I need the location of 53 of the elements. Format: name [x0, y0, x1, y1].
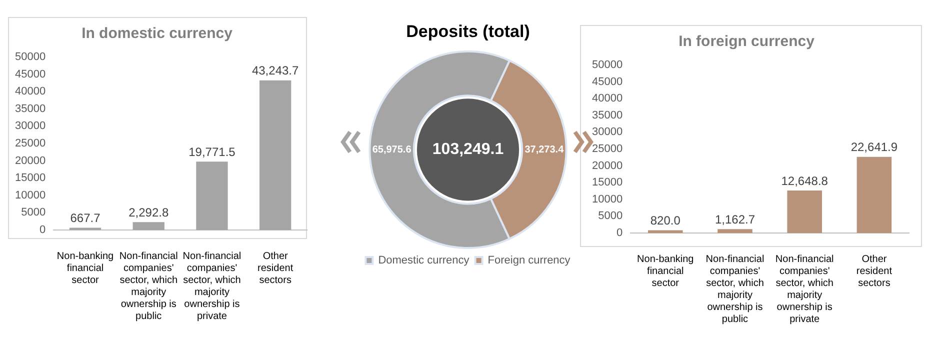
y-tick-label: 0 [39, 224, 46, 236]
y-tick-label: 15000 [592, 176, 623, 189]
y-tick-label: 10000 [14, 189, 46, 202]
y-tick-label: 30000 [14, 120, 46, 132]
bar [856, 156, 892, 233]
bar [787, 190, 822, 233]
x-tick-label: Non-financial companies' sector, which majority ownership is private [182, 250, 242, 322]
x-tick-label: Non-financial companies' sector, which majority ownership is public [119, 250, 178, 322]
data-label: 19,771.5 [188, 144, 236, 159]
y-tick-label: 15000 [14, 172, 46, 184]
data-label: 820.0 [650, 214, 681, 228]
data-label: 667.7 [70, 211, 101, 225]
bar [648, 230, 683, 233]
data-label: 22,641.9 [850, 140, 898, 154]
chart-title: In domestic currency [82, 25, 234, 42]
y-tick-label: 45000 [592, 76, 623, 88]
x-tick-label: Non-banking financial sector [637, 254, 694, 289]
y-tick-label: 30000 [592, 126, 623, 138]
text: 103,249.1 [432, 141, 504, 158]
data-label: 12,648.8 [781, 174, 828, 188]
bar [196, 162, 228, 230]
data-label: 1,162.7 [714, 212, 756, 226]
x-tick-label: Other resident sectors [258, 250, 294, 286]
y-tick-label: 40000 [592, 92, 623, 105]
y-tick-label: 35000 [592, 109, 623, 122]
y-tick-label: 35000 [14, 102, 46, 115]
x-tick-label: Non-financial companies' sector, which majority ownership is private [775, 254, 834, 325]
bar [718, 229, 752, 233]
y-tick-label: 10000 [592, 193, 623, 206]
chart-title: Deposits (total) [406, 22, 530, 41]
x-tick-label: Non-banking financial sector [56, 250, 114, 286]
legend-label: Domestic currency [378, 254, 470, 267]
data-label: 37,273.4 [524, 144, 564, 156]
y-tick-label: 40000 [14, 86, 46, 98]
x-tick-label: Other resident sectors [856, 254, 892, 289]
data-label: 43,243.7 [252, 64, 299, 78]
chart-title: In foreign currency [678, 33, 816, 50]
bar [132, 222, 164, 230]
y-tick-label: 5000 [21, 206, 46, 219]
data-label: 65,975.6 [372, 144, 412, 156]
data-label: 2,292.8 [128, 205, 169, 220]
y-tick-label: 50000 [592, 59, 623, 72]
y-tick-label: 20000 [592, 160, 623, 172]
y-tick-label: 45000 [14, 68, 46, 80]
x-tick-label: Non-financial companies' sector, which majority ownership is public [706, 254, 764, 325]
y-tick-label: 0 [616, 227, 623, 240]
bar [259, 80, 292, 230]
y-tick-label: 50000 [14, 51, 46, 64]
legend-label: Foreign currency [488, 254, 571, 267]
y-tick-label: 20000 [14, 154, 46, 167]
y-tick-label: 25000 [14, 138, 46, 150]
y-tick-label: 5000 [598, 210, 623, 222]
y-tick-label: 25000 [592, 143, 623, 156]
